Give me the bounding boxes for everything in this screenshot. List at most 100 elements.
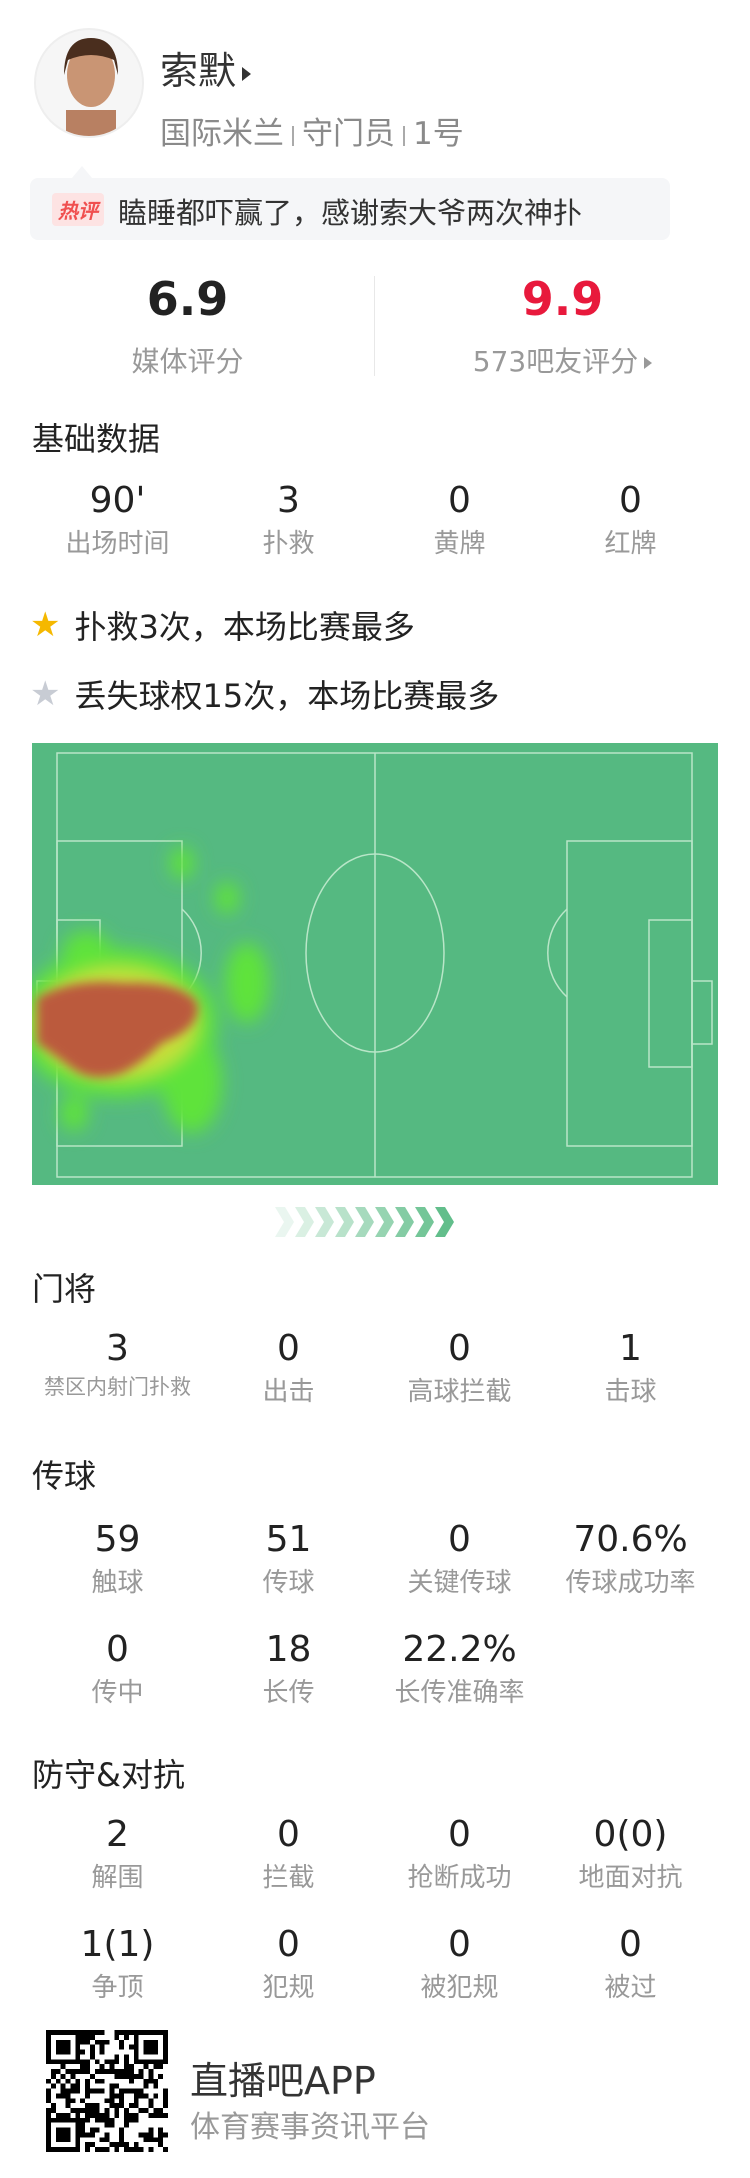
stat-label: 地面对抗	[578, 1863, 683, 1893]
stat-item: 0(0) 地面对抗	[545, 1814, 716, 1894]
chevron-icon	[355, 1207, 374, 1237]
section-title-basic: 基础数据	[32, 420, 161, 458]
direction-arrows-icon	[275, 1207, 454, 1237]
stat-label: 传中	[91, 1678, 144, 1708]
fan-rating-value: 9.9	[521, 272, 604, 326]
stat-label: 关键传球	[407, 1568, 512, 1598]
star-gold-icon: ★	[30, 605, 61, 645]
section-title-passing: 传球	[32, 1457, 97, 1495]
stat-value: 1(1)	[80, 1924, 155, 1965]
stat-value: 59	[94, 1519, 141, 1560]
qr-code[interactable]	[46, 2030, 168, 2152]
hot-comment-text: 瞌睡都吓赢了，感谢索大爷两次神扑	[118, 196, 583, 230]
stat-label: 红牌	[604, 529, 657, 559]
player-info: 国际米兰 守门员 1号	[160, 108, 464, 153]
stat-value: 22.2%	[402, 1629, 517, 1670]
player-avatar[interactable]	[34, 28, 144, 138]
chevron-icon	[435, 1207, 454, 1237]
stat-item: 0 出击	[203, 1328, 374, 1408]
stat-value: 1	[619, 1328, 642, 1369]
stat-item: 0 高球拦截	[374, 1328, 545, 1408]
stat-item: 3 禁区内射门扑救	[32, 1328, 203, 1408]
stat-label: 解围	[91, 1863, 144, 1893]
stat-item: 2 解围	[32, 1814, 203, 1894]
divider	[292, 125, 294, 146]
stat-value: 0	[448, 1924, 471, 1965]
hot-comment-badge: 热评	[52, 193, 104, 226]
caret-right-icon	[644, 357, 653, 369]
stat-label: 传球成功率	[565, 1568, 696, 1598]
star-gray-icon: ★	[30, 674, 61, 714]
stat-item: 0 犯规	[203, 1924, 374, 2004]
heatmap-hotspot	[37, 982, 198, 1077]
player-name-link[interactable]: 索默	[160, 40, 252, 95]
stat-value: 90'	[89, 480, 146, 521]
stat-item: 0 拦截	[203, 1814, 374, 1894]
stat-item: 90' 出场时间	[32, 480, 203, 560]
stat-label: 争顶	[91, 1973, 144, 2003]
stat-label: 黄牌	[433, 529, 486, 559]
stat-label: 被犯规	[420, 1973, 499, 2003]
stat-value: 0	[619, 480, 642, 521]
chevron-icon	[335, 1207, 354, 1237]
stat-value: 3	[277, 480, 300, 521]
stat-value: 2	[106, 1814, 129, 1855]
stat-label: 抢断成功	[407, 1863, 512, 1893]
stat-value: 3	[106, 1328, 129, 1369]
defense-stats: 2 解围 0 拦截 0 抢断成功 0(0) 地面对抗 1(1) 争顶 0 犯规 0 被犯规 0 被过	[32, 1814, 716, 2004]
stat-item: 51 传球	[203, 1519, 374, 1599]
chevron-icon	[295, 1207, 314, 1237]
stat-label: 出场时间	[65, 529, 170, 559]
app-slogan: 体育赛事资讯平台	[190, 2110, 430, 2145]
highlight-text: 扑救3次，本场比赛最多	[74, 608, 415, 646]
stat-label: 触球	[91, 1568, 144, 1598]
stat-label: 击球	[604, 1377, 657, 1407]
stat-item: 1 击球	[545, 1328, 716, 1408]
player-name: 索默	[160, 49, 237, 93]
shirt-number: 1号	[413, 116, 464, 152]
stat-item: 70.6% 传球成功率	[545, 1519, 716, 1599]
caret-right-icon	[242, 66, 252, 81]
stat-item: 22.2% 长传准确率	[374, 1629, 545, 1709]
stat-label: 禁区内射门扑救	[44, 1375, 191, 1399]
stat-item: 0 黄牌	[374, 480, 545, 560]
stat-value: 0	[448, 1519, 471, 1560]
chevron-icon	[275, 1207, 294, 1237]
chevron-icon	[375, 1207, 394, 1237]
stat-label: 犯规	[262, 1973, 315, 2003]
stat-value: 0	[448, 1328, 471, 1369]
stat-value: 0	[277, 1814, 300, 1855]
team: 国际米兰	[160, 116, 284, 152]
stat-item: 0 被过	[545, 1924, 716, 2004]
goalkeeping-stats: 3 禁区内射门扑救 0 出击 0 高球拦截 1 击球	[32, 1328, 716, 1408]
stat-label: 扑救	[262, 529, 315, 559]
stat-value: 0(0)	[593, 1814, 668, 1855]
stat-item: 18 长传	[203, 1629, 374, 1709]
chevron-icon	[315, 1207, 334, 1237]
media-rating-label: 媒体评分	[131, 345, 244, 378]
stat-value: 0	[448, 480, 471, 521]
fan-rating[interactable]: 9.9 573吧友评分	[375, 272, 750, 380]
basic-stats: 90' 出场时间 3 扑救 0 黄牌 0 红牌	[32, 480, 716, 560]
stat-item: 0 传中	[32, 1629, 203, 1709]
stat-label: 长传准确率	[394, 1678, 525, 1708]
stat-label: 出击	[262, 1377, 315, 1407]
stat-label: 传球	[262, 1568, 315, 1598]
stat-value: 51	[265, 1519, 312, 1560]
section-title-defense: 防守&对抗	[32, 1756, 185, 1794]
stat-item: 0 红牌	[545, 480, 716, 560]
media-rating-value: 6.9	[146, 272, 229, 326]
media-rating: 6.9 媒体评分	[0, 272, 375, 380]
stat-value: 0	[277, 1328, 300, 1369]
stat-label: 被过	[604, 1973, 657, 2003]
stat-value: 70.6%	[573, 1519, 688, 1560]
position: 守门员	[302, 116, 395, 152]
hot-comment[interactable]: 热评 瞌睡都吓赢了，感谢索大爷两次神扑	[30, 166, 670, 240]
stat-label: 高球拦截	[407, 1377, 512, 1407]
divider	[403, 125, 405, 146]
highlight-item: ★ 扑救3次，本场比赛最多	[30, 602, 415, 648]
stat-item: 59 触球	[32, 1519, 203, 1599]
highlight-item: ★ 丢失球权15次，本场比赛最多	[30, 671, 499, 717]
stat-item: 0 抢断成功	[374, 1814, 545, 1894]
stat-item: 3 扑救	[203, 480, 374, 560]
